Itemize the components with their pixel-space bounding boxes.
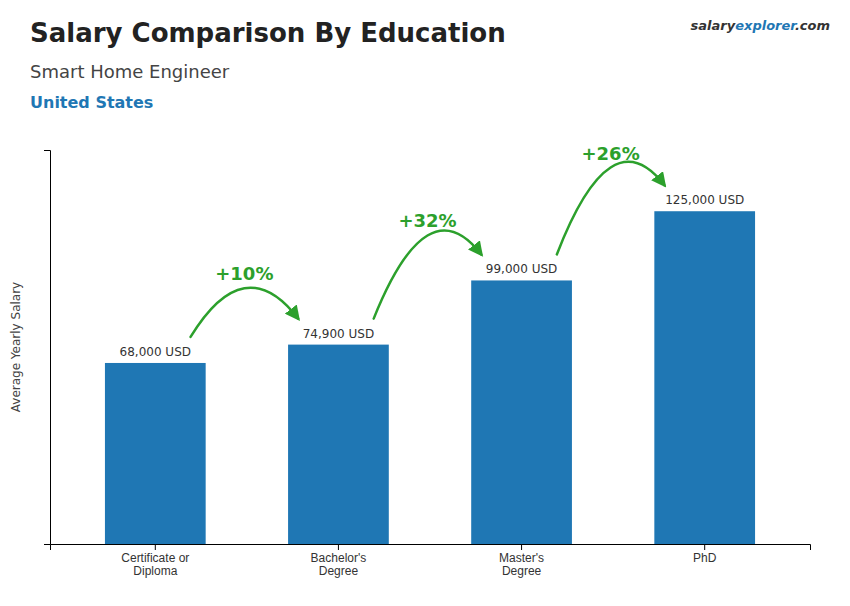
x-tick-label-line: Diploma <box>133 564 177 578</box>
annotation-label: +32% <box>398 210 456 231</box>
x-tick: PhD <box>693 544 717 565</box>
x-tick-mark <box>704 544 705 550</box>
bars <box>105 211 755 544</box>
annotation-arc <box>557 162 665 255</box>
x-tick-label-line: PhD <box>693 551 717 565</box>
subtitle: Smart Home Engineer <box>30 61 230 82</box>
bar <box>654 211 755 544</box>
title: Salary Comparison By Education <box>30 18 506 48</box>
bar <box>288 345 389 544</box>
annotation-arc <box>374 230 482 318</box>
bar <box>471 280 572 544</box>
plot: Certificate orDiplomaBachelor'sDegreeMas… <box>44 143 811 579</box>
brand-part: explorer <box>735 18 798 33</box>
chart: Salary Comparison By Education Smart Home… <box>0 0 850 606</box>
data-label: 99,000 USD <box>486 262 557 276</box>
x-tick: Bachelor'sDegree <box>311 544 367 578</box>
x-tick: Certificate orDiploma <box>121 544 189 578</box>
annotation-label: +10% <box>215 263 273 284</box>
x-tick-mark <box>521 544 522 550</box>
brand-part: .com <box>795 18 830 33</box>
x-axis: Certificate orDiplomaBachelor'sDegreeMas… <box>51 544 811 578</box>
bar <box>105 363 206 544</box>
data-label: 74,900 USD <box>303 327 374 341</box>
x-tick-label-line: Certificate or <box>121 551 189 565</box>
x-tick-label-line: Master's <box>499 551 544 565</box>
data-label: 68,000 USD <box>120 345 191 359</box>
annotations: +10% +32% +26% <box>191 143 665 337</box>
x-tick-label-line: Bachelor's <box>311 551 367 565</box>
x-axis-line <box>51 545 811 551</box>
country: United States <box>30 93 153 112</box>
x-tick-label-line: Degree <box>319 564 359 578</box>
annotation-arc <box>191 288 299 337</box>
x-tick-mark <box>155 544 156 550</box>
x-tick: Master'sDegree <box>499 544 544 578</box>
x-tick-label: PhD <box>693 551 717 565</box>
x-tick-label-line: Degree <box>502 564 542 578</box>
x-tick-label: Master'sDegree <box>499 551 544 579</box>
data-labels: 68,000 USD 74,900 USD 99,000 USD 125,000 US… <box>120 193 745 359</box>
y-axis-line <box>44 151 51 545</box>
annotation-label: +26% <box>582 143 640 164</box>
data-label: 125,000 USD <box>665 193 744 207</box>
x-tick-mark <box>338 544 339 550</box>
x-tick-label: Bachelor'sDegree <box>311 551 367 579</box>
x-tick-label: Certificate orDiploma <box>121 551 189 579</box>
brand: salaryexplorer.com <box>691 18 830 33</box>
brand-part: salary <box>691 18 736 33</box>
y-axis-label: Average Yearly Salary <box>9 282 23 412</box>
y-axis <box>44 151 51 545</box>
